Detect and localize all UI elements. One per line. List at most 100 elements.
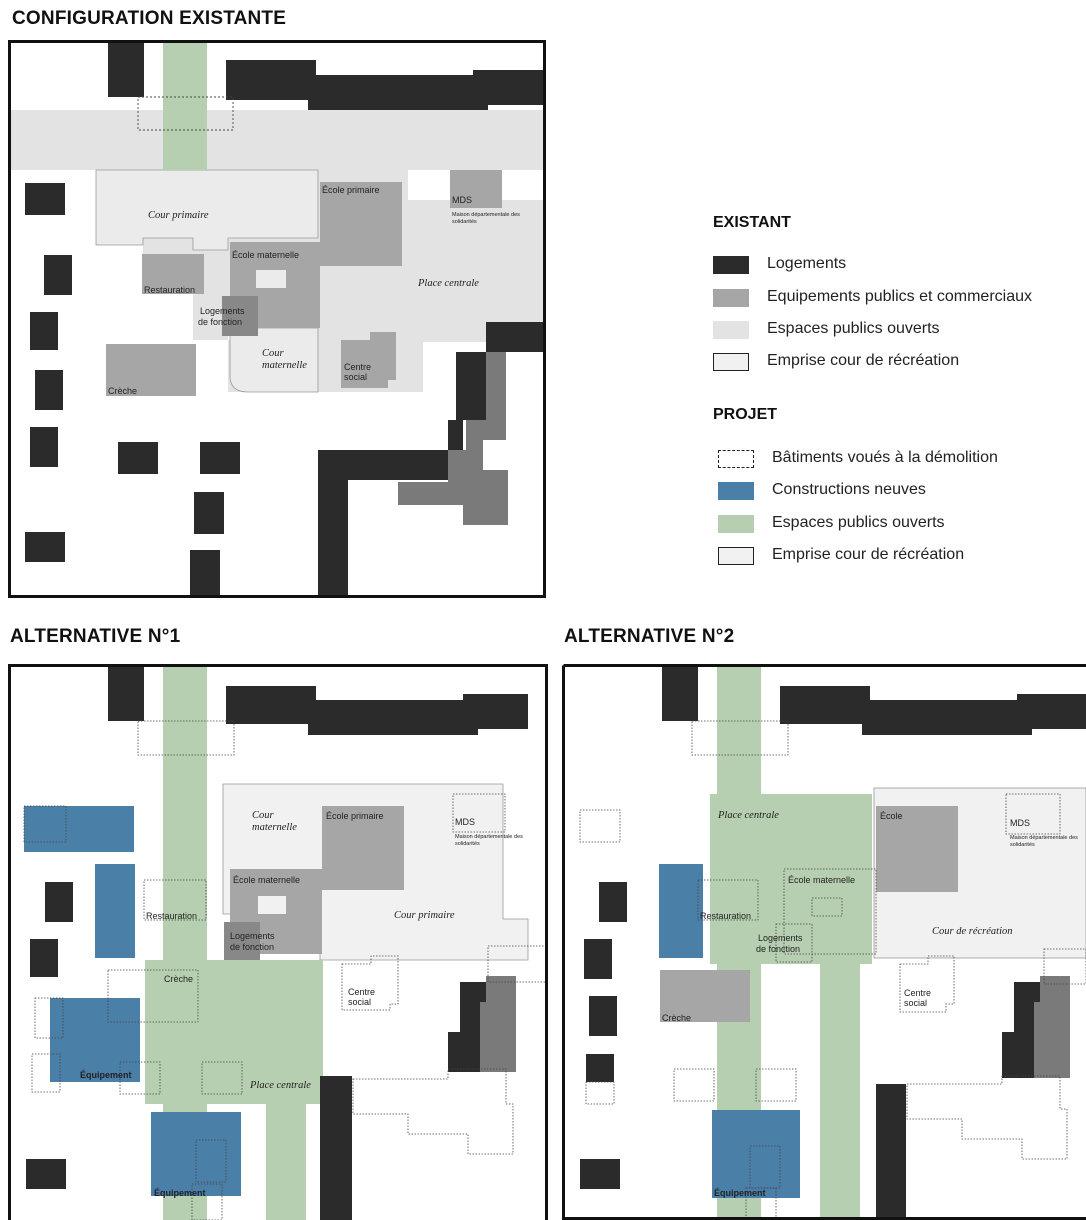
existing-configuration-map: Cour primaire École primaire MDS Maison … <box>8 40 546 598</box>
new-construction <box>659 864 703 958</box>
demolition-outline <box>137 96 234 131</box>
place-centrale-green-alt1 <box>145 960 323 1104</box>
legend: EXISTANT Logements Equipements publics e… <box>705 208 1080 578</box>
new-construction <box>50 998 140 1082</box>
legend-label: Bâtiments voués à la démolition <box>772 449 998 466</box>
demolition-outline <box>579 809 621 843</box>
logements-de-fonction-building <box>224 922 260 960</box>
label-creche: Crèche <box>108 386 137 396</box>
demolition-outline <box>899 955 955 1013</box>
map-frame <box>8 40 546 598</box>
legend-label: Equipements publics et commerciaux <box>767 288 1033 305</box>
housing-block <box>26 1159 66 1189</box>
label-cour-maternelle: Cour <box>262 348 285 359</box>
ecole-building <box>876 806 958 892</box>
label-logements: de fonction <box>756 944 800 954</box>
existing-configuration-title: CONFIGURATION EXISTANTE <box>12 8 287 29</box>
housing-block <box>190 550 220 598</box>
restauration-building <box>142 254 204 294</box>
housing-block <box>30 939 58 977</box>
demolition-outline <box>673 1068 715 1102</box>
swatch-open-space-existing <box>713 321 749 339</box>
courtyard-inner <box>258 896 286 914</box>
label-logements: Logements <box>200 306 245 316</box>
housing-block <box>662 666 698 721</box>
label-restauration: Restauration <box>700 911 751 921</box>
housing-block <box>30 427 58 467</box>
swatch-new-construction <box>718 482 754 500</box>
housing-block <box>108 42 144 97</box>
demolition-outline <box>34 997 64 1039</box>
label-logements: de fonction <box>230 942 274 952</box>
label-mds-desc: Maison départementale des <box>1010 835 1078 841</box>
ecole-primaire-building <box>320 182 402 266</box>
label-restauration: Restauration <box>146 911 197 921</box>
public-equipment-east-alt2 <box>1034 976 1070 1078</box>
demolition-outline <box>487 945 548 983</box>
creche-building <box>660 970 750 1022</box>
label-restauration: Restauration <box>144 285 195 295</box>
demolition-outline <box>1043 948 1086 985</box>
legend-label: Emprise cour de récréation <box>767 352 960 369</box>
alternative-1-map: Cour maternelle École primaire MDS Maiso… <box>8 664 548 1220</box>
label-logements: Logements <box>758 933 803 943</box>
legend-label: Espaces publics ouverts <box>772 514 945 531</box>
housing-block <box>589 996 617 1036</box>
housing-block <box>780 686 870 724</box>
housing-block <box>226 60 316 100</box>
new-construction <box>712 1110 800 1198</box>
label-place-centrale: Place centrale <box>249 1080 311 1091</box>
legend-label: Emprise cour de récréation <box>772 546 965 563</box>
housing-block <box>45 882 73 922</box>
label-centre-social: social <box>904 998 927 1008</box>
label-centre-social: Centre <box>344 362 371 372</box>
demolition-outline <box>341 955 399 1011</box>
label-ecole-primaire: École primaire <box>326 811 384 821</box>
demolition-outline <box>352 1068 514 1155</box>
map-frame <box>562 664 1086 1220</box>
alternative-2-map: Place centrale École MDS Maison départem… <box>562 664 1086 1220</box>
label-mds-desc: Maison départementale des <box>452 212 520 218</box>
centre-social-building <box>341 332 396 388</box>
alternative-1-title: ALTERNATIVE N°1 <box>10 626 181 647</box>
housing-block <box>25 183 65 215</box>
label-mds-desc: Maison départementale des <box>455 834 523 840</box>
label-mds: MDS <box>455 817 475 827</box>
demolition-outline <box>1005 793 1061 835</box>
housing-block <box>44 255 72 295</box>
schoolyard-kindergarten <box>229 327 319 393</box>
demolition-outline <box>585 1081 615 1105</box>
housing-block <box>1017 694 1086 729</box>
demolition-outlines-alt2 <box>579 720 1086 1220</box>
alternative-2-title: ALTERNATIVE N°2 <box>564 626 735 647</box>
housing-block <box>1002 982 1040 1078</box>
label-centre-social: social <box>348 997 371 1007</box>
green-path-existing <box>163 40 207 170</box>
logements-de-fonction-building <box>222 296 258 336</box>
label-logements: de fonction <box>198 317 242 327</box>
demolition-outline <box>137 720 235 756</box>
swatch-housing <box>713 256 749 274</box>
demolition-outline <box>775 923 813 963</box>
legend-label: Espaces publics ouverts <box>767 320 940 337</box>
demolition-outline <box>811 897 843 917</box>
demolition-outline <box>755 1068 797 1102</box>
legend-project-title: PROJET <box>713 406 778 423</box>
housing-block <box>320 1076 352 1220</box>
demolition-outline <box>143 879 207 921</box>
label-cour-primaire: Cour primaire <box>148 210 209 221</box>
place-centrale-green-alt2 <box>710 794 872 964</box>
housing-block <box>308 75 488 110</box>
mds-building <box>450 170 502 208</box>
label-cour-maternelle: maternelle <box>252 822 297 833</box>
label-place-centrale: Place centrale <box>717 810 779 821</box>
demolition-outline <box>745 1187 777 1220</box>
label-creche: Crèche <box>164 974 193 984</box>
schoolyard-primary <box>95 169 319 251</box>
housing-block <box>599 882 627 922</box>
housing-block <box>226 686 316 724</box>
swatch-demolition <box>718 450 754 468</box>
demolition-outlines-alt1 <box>23 720 548 1220</box>
label-cour-recreation: Cour de récréation <box>932 926 1013 937</box>
legend-label: Logements <box>767 255 847 272</box>
